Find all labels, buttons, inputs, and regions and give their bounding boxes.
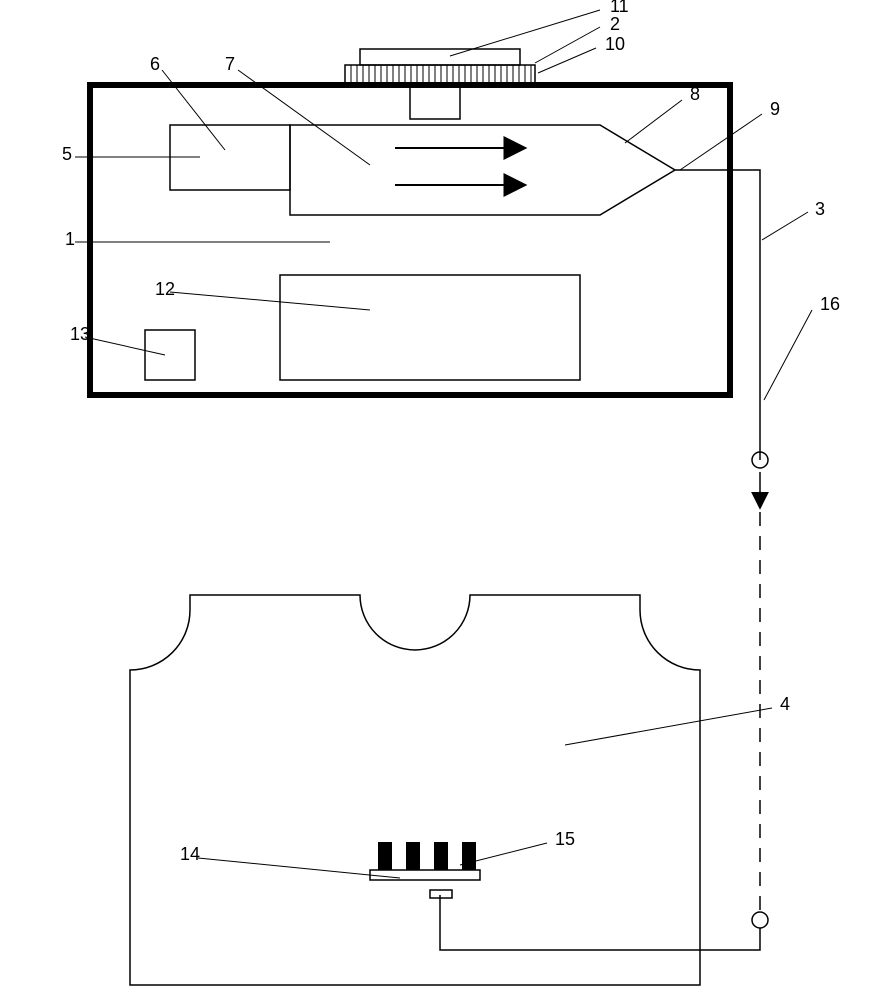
label-3: 3 xyxy=(815,199,825,219)
label-15: 15 xyxy=(555,829,575,849)
heatsink-fin-1 xyxy=(378,842,392,870)
label-12: 12 xyxy=(155,279,175,299)
label-9: 9 xyxy=(770,99,780,119)
label-1: 1 xyxy=(65,229,75,249)
label-5: 5 xyxy=(62,144,72,164)
label-2: 2 xyxy=(610,14,620,34)
label-8: 8 xyxy=(690,84,700,104)
heatsink-fin-3 xyxy=(434,842,448,870)
label-16: 16 xyxy=(820,294,840,314)
heatsink-fin-4 xyxy=(462,842,476,870)
heatsink-fin-2 xyxy=(406,842,420,870)
diagram-canvas: 12345678910111213141516 xyxy=(0,0,878,1000)
label-7: 7 xyxy=(225,54,235,74)
label-11: 11 xyxy=(610,0,629,16)
label-6: 6 xyxy=(150,54,160,74)
label-4: 4 xyxy=(780,694,790,714)
label-10: 10 xyxy=(605,34,625,54)
label-14: 14 xyxy=(180,844,200,864)
label-13: 13 xyxy=(70,324,90,344)
